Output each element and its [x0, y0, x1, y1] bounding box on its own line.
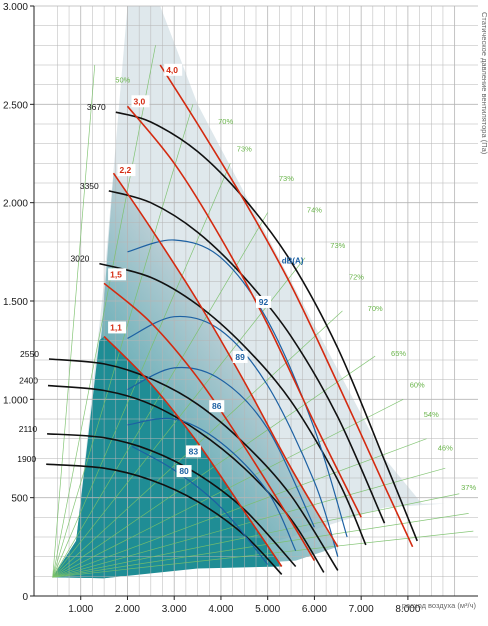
- sound-curve: [127, 417, 297, 552]
- y-tick-label: 1.500: [3, 297, 28, 308]
- speed-curve-label: 3670: [87, 102, 106, 112]
- efficiency-label: 74%: [307, 206, 322, 215]
- power-label-bg: [108, 268, 127, 281]
- speed-curve: [47, 384, 325, 573]
- curve-labels: 1900 2110 2400 2550 3020 3350 3670 1,1 1,5 2,2 3,0…: [17, 63, 476, 492]
- sound-label-bg: [232, 351, 248, 363]
- x-tick-label: 3.000: [162, 604, 187, 615]
- power-curve-label: 2,2: [119, 165, 131, 175]
- sound-curve-label: 83: [189, 446, 199, 456]
- x-tick-label: 5.000: [255, 604, 280, 615]
- power-curve: [103, 335, 283, 567]
- efficiency-label: 60%: [410, 381, 425, 390]
- efficiency-label: 65%: [391, 349, 406, 358]
- power-curve: [112, 172, 339, 548]
- efficiency-line: [52, 493, 460, 578]
- x-tick-label: 6.000: [302, 604, 327, 615]
- axes: 0 500 1.000 1.500 2.000 2.500 3.000 1.000 2.000 3…: [3, 2, 488, 615]
- efficiency-line: [52, 467, 446, 578]
- y-tick-label: 2.500: [3, 100, 28, 111]
- speed-curve-label: 2400: [19, 376, 38, 386]
- power-label-bg: [131, 95, 150, 108]
- speed-curve: [99, 262, 367, 546]
- efficiency-label: 70%: [218, 117, 233, 126]
- speed-curve-label: 1900: [17, 454, 36, 464]
- speed-curve: [48, 358, 339, 571]
- y-tick-label: 500: [11, 494, 28, 505]
- efficiency-label: 54%: [424, 410, 439, 419]
- sound-label-bg: [176, 465, 192, 478]
- efficiency-label: 73%: [330, 241, 345, 250]
- sound-curve-label: 89: [235, 352, 245, 362]
- y-tick-label: 2.000: [3, 199, 28, 210]
- efficiency-line: [52, 310, 343, 578]
- sound-label-bg: [256, 295, 272, 308]
- efficiency-line: [52, 64, 96, 578]
- y-axis-title: Статическое давление вентилятора (Па): [480, 12, 488, 155]
- efficiency-line: [52, 45, 156, 578]
- speed-curve-label: 3020: [71, 254, 90, 264]
- power-label-bg: [117, 164, 136, 177]
- efficiency-line: [52, 104, 194, 578]
- power-curve-label: 4,0: [166, 65, 178, 75]
- power-curve-label: 1,1: [110, 322, 122, 332]
- efficiency-label: 73%: [279, 174, 294, 183]
- efficiency-label: 46%: [438, 443, 453, 452]
- speed-curve-label: 3350: [80, 181, 99, 191]
- x-tick-label: 7.000: [349, 604, 374, 615]
- efficiency-label: 73%: [237, 145, 252, 154]
- power-label-bg: [164, 63, 183, 76]
- speed-curve-label: 2550: [20, 349, 39, 359]
- x-tick-label: 4.000: [208, 604, 233, 615]
- sound-curve-label: 80: [179, 466, 189, 476]
- power-curve-label: 3,0: [133, 96, 145, 106]
- sound-curve-label: 92: [259, 297, 269, 307]
- y-tick-label: 3.000: [3, 2, 28, 13]
- power-curve-label: 1,5: [110, 269, 122, 279]
- x-axis-title: расход воздуха (м³/ч): [402, 601, 477, 610]
- power-curves: [103, 64, 414, 567]
- sound-unit-label: dB(A): [282, 257, 304, 266]
- power-curve: [103, 282, 316, 562]
- sound-curve: [131, 445, 269, 565]
- power-curve: [126, 105, 362, 518]
- efficiency-label: 70%: [368, 304, 383, 313]
- power-label-bg: [108, 321, 127, 334]
- speed-curve: [108, 190, 386, 524]
- sound-curve: [127, 315, 339, 557]
- efficiency-label: 72%: [349, 272, 364, 281]
- efficiency-line: [52, 163, 231, 578]
- operating-region: [52, 6, 446, 579]
- speed-curve-label: 2110: [19, 424, 38, 434]
- efficiency-line: [52, 513, 469, 578]
- sound-label-bg: [209, 400, 225, 413]
- x-tick-label: 2.000: [115, 604, 140, 615]
- sound-label-bg: [185, 445, 201, 458]
- y-tick-label: 0: [22, 592, 28, 603]
- sound-curve: [127, 366, 315, 528]
- power-curve: [159, 64, 414, 548]
- y-tick-label: 1.000: [3, 395, 28, 406]
- efficiency-label: 50%: [115, 76, 130, 85]
- speed-curve: [115, 111, 418, 542]
- speed-curve: [47, 433, 297, 568]
- sound-curve-label: 86: [212, 401, 222, 411]
- x-tick-label: 8.000: [395, 604, 420, 615]
- efficiency-label: 37%: [461, 483, 476, 492]
- efficiency-line: [52, 438, 427, 578]
- x-tick-label: 1.000: [68, 604, 93, 615]
